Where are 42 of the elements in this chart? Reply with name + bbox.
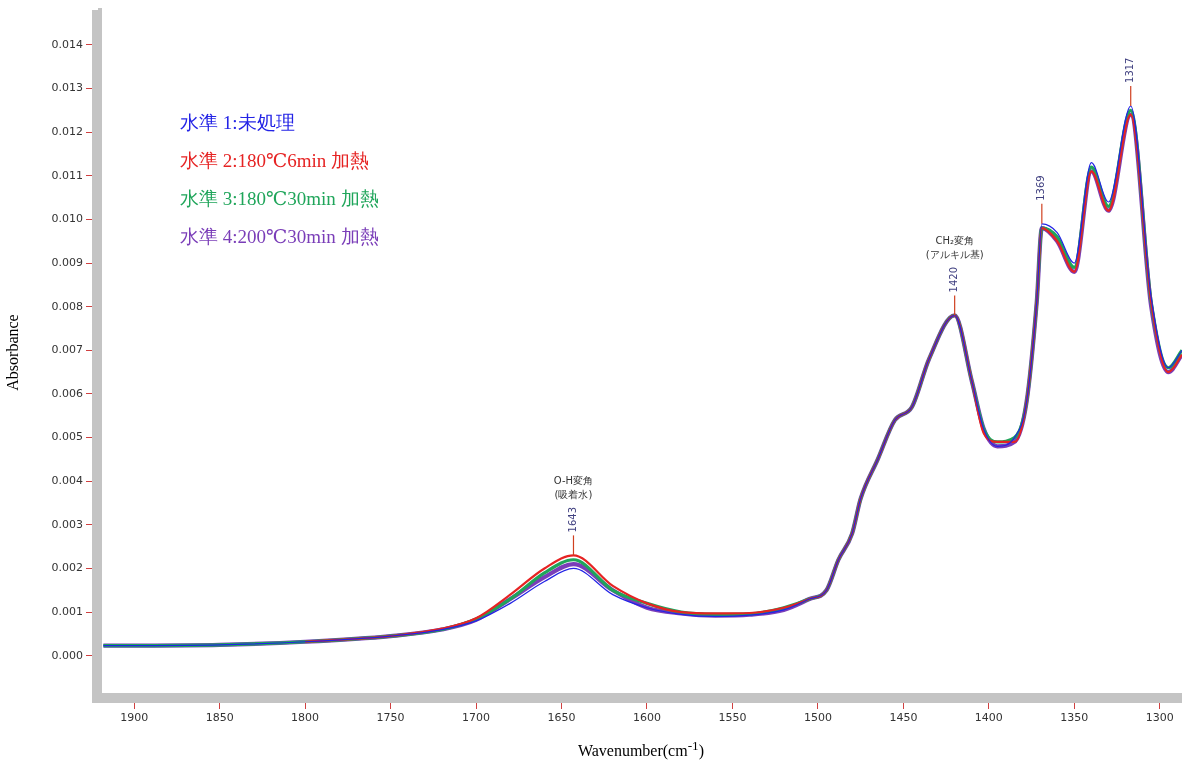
- x-tick-label: 1600: [632, 711, 661, 725]
- y-tick-label: 0.000: [51, 648, 83, 662]
- y-axis-title: Absorbance: [3, 314, 21, 391]
- y-tick-label: 0.007: [51, 343, 83, 357]
- y-tick-label: 0.012: [51, 125, 83, 139]
- annotation: (アルキル基): [925, 249, 984, 261]
- x-tick-label: 1450: [889, 711, 918, 725]
- y-tick-label: 0.004: [51, 474, 83, 488]
- y-tick-label: 0.014: [51, 37, 83, 51]
- x-tick-label: 1750: [376, 711, 405, 725]
- text: 水準 1:未処理: [180, 111, 296, 135]
- x-tick-label: 1350: [1060, 711, 1089, 725]
- x-tick-label: 1850: [205, 711, 234, 725]
- y-tick-label: 0.006: [51, 386, 83, 400]
- x-tick-label: 1550: [718, 711, 747, 725]
- y-tick-label: 0.003: [51, 517, 83, 531]
- x-tick-label: 1300: [1145, 711, 1174, 725]
- y-tick-label: 0.010: [51, 212, 83, 226]
- x-tick-label: 1650: [547, 711, 576, 725]
- y-tick-label: 0.008: [51, 299, 83, 313]
- x-tick-label: 1900: [120, 711, 149, 725]
- annotation: CH₂変角: [935, 235, 974, 247]
- y-tick-label: 0.013: [51, 81, 83, 95]
- y-tick-label: 0.001: [51, 604, 83, 618]
- annotation: (吸着水): [554, 488, 593, 500]
- y-tick-label: 0.005: [51, 430, 83, 444]
- text: 水準 2:180℃6min 加熱: [180, 149, 371, 173]
- x-tick-label: 1800: [291, 711, 320, 725]
- annotation: 1369: [1035, 175, 1047, 201]
- annotation: 1420: [948, 266, 960, 293]
- annotation: 1317: [1124, 57, 1136, 83]
- x-axis-title: Wavenumber(cm$^{-1}$): [576, 738, 706, 761]
- x-tick-label: 1400: [974, 711, 1003, 725]
- y-tick-label: 0.009: [51, 255, 83, 269]
- text: 水準 4:200℃30min 加熱: [180, 225, 379, 249]
- x-tick-label: 1500: [803, 711, 832, 725]
- annotation: O-H変角: [553, 474, 594, 486]
- y-tick-label: 0.011: [51, 168, 83, 182]
- y-tick-label: 0.002: [51, 561, 83, 575]
- text: 水準 3:180℃30min 加熱: [180, 187, 379, 211]
- annotation: 1643: [567, 506, 579, 533]
- x-tick-label: 1700: [462, 711, 491, 725]
